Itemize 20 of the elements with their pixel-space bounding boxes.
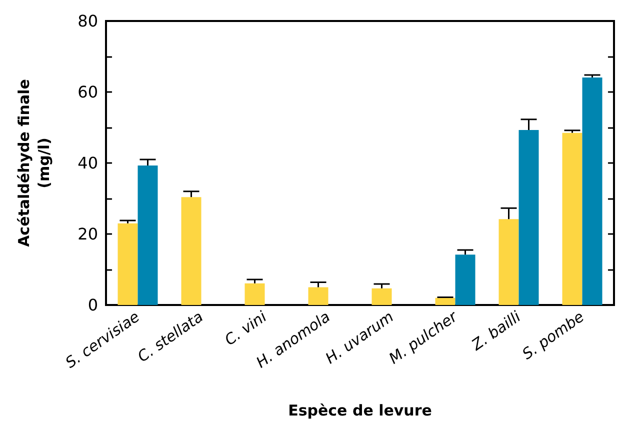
bar	[562, 132, 582, 305]
y-tick-label: 20	[78, 224, 98, 244]
y-axis-title: Acétaldéhyde finale (mg/l)	[15, 79, 53, 247]
bar	[498, 219, 519, 305]
y-tick-label: 40	[78, 154, 98, 172]
bar	[118, 223, 138, 305]
bar	[308, 287, 328, 305]
bar	[138, 165, 158, 305]
x-tick-label: C. vini	[221, 307, 271, 350]
y-tick-label: 0	[88, 296, 98, 314]
bar	[435, 298, 456, 305]
bar	[372, 288, 392, 305]
y-tick-label: 60	[78, 82, 98, 102]
bar	[244, 283, 265, 305]
y-tick-label: 80	[78, 12, 98, 30]
bar	[582, 77, 602, 305]
x-axis-title: Espèce de levure	[288, 402, 432, 420]
bar	[455, 254, 476, 305]
bar	[518, 130, 539, 305]
bar	[181, 197, 202, 305]
